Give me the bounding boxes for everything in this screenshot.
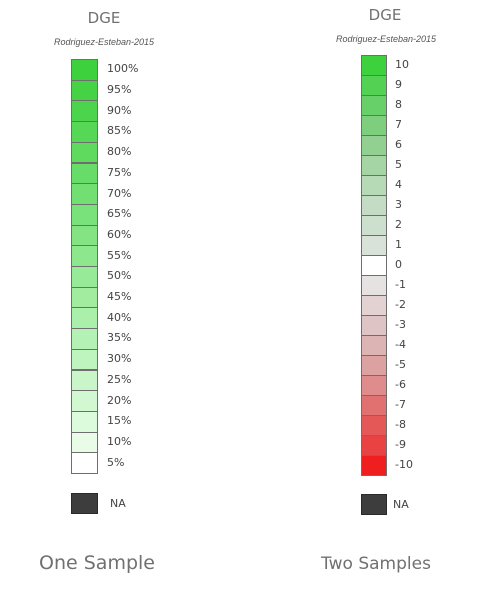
one-sample-swatch — [71, 431, 98, 454]
one-sample-swatch — [71, 410, 98, 433]
two-samples-caption: Two Samples — [321, 554, 431, 574]
one-sample-swatch — [71, 100, 98, 123]
one-sample-na-label: NA — [110, 497, 126, 510]
two-samples-tick-label: 8 — [395, 98, 402, 111]
two-samples-tick-label: -7 — [395, 398, 406, 411]
two-samples-tick-label: -2 — [395, 298, 406, 311]
two-samples-swatch — [361, 355, 387, 376]
two-samples-swatch — [361, 95, 387, 116]
two-samples-swatch — [361, 395, 387, 416]
one-sample-swatch — [71, 348, 98, 371]
one-sample-tick-label: 25% — [107, 372, 132, 386]
two-samples-tick-label: -1 — [395, 278, 406, 291]
one-sample-swatch — [71, 266, 98, 288]
two-samples-swatch — [361, 415, 387, 436]
one-sample-swatch — [71, 203, 98, 226]
two-samples-swatch — [361, 455, 387, 476]
two-samples-tick-label: -10 — [395, 458, 413, 471]
one-sample-tick-label: 15% — [107, 414, 132, 428]
one-sample-swatch — [71, 307, 98, 330]
one-sample-swatch — [71, 79, 98, 102]
one-sample-tick-label: 5% — [107, 455, 125, 469]
two-samples-swatch — [361, 195, 387, 216]
two-samples-swatch — [361, 295, 387, 316]
two-samples-swatch — [361, 315, 387, 336]
one-sample-swatch — [71, 121, 98, 143]
one-sample-swatch — [71, 328, 98, 350]
two-samples-tick-label: 0 — [395, 258, 402, 271]
one-sample-tick-label: 45% — [107, 290, 132, 304]
two-samples-swatch — [361, 175, 387, 196]
one-sample-swatch — [71, 224, 98, 247]
two-samples-swatch — [361, 275, 387, 296]
one-sample-tick-label: 70% — [107, 186, 132, 200]
two-samples-tick-label: -4 — [395, 338, 406, 351]
one-sample-tick-label: 95% — [107, 83, 132, 97]
one-sample-swatch — [71, 183, 98, 205]
two-samples-tick-label: -9 — [395, 438, 406, 451]
one-sample-tick-label: 40% — [107, 310, 132, 324]
one-sample-tick-label: 75% — [107, 165, 132, 179]
two-samples-swatch — [361, 55, 387, 76]
one-sample-tick-label: 85% — [107, 124, 132, 138]
one-sample-tick-label: 10% — [107, 434, 132, 448]
two-samples-tick-label: 7 — [395, 118, 402, 131]
two-samples-swatch — [361, 255, 387, 276]
one-sample-na-swatch — [71, 493, 98, 514]
two-samples-tick-label: -6 — [395, 378, 406, 391]
two-samples-swatch — [361, 435, 387, 456]
two-samples-swatch — [361, 135, 387, 156]
two-samples-swatch — [361, 215, 387, 236]
one-sample-tick-label: 90% — [107, 103, 132, 117]
two-samples-tick-label: 3 — [395, 198, 402, 211]
two-samples-na-swatch — [361, 494, 387, 515]
two-samples-tick-label: -5 — [395, 358, 406, 371]
two-samples-subtitle: Rodriguez-Esteban-2015 — [335, 34, 437, 44]
two-samples-tick-label: 9 — [395, 78, 402, 91]
two-samples-tick-label: 1 — [395, 238, 402, 251]
two-samples-swatch — [361, 115, 387, 136]
one-sample-swatch — [71, 390, 98, 412]
one-sample-subtitle: Rodriguez-Esteban-2015 — [53, 37, 155, 47]
two-samples-swatch — [361, 75, 387, 96]
one-sample-tick-label: 30% — [107, 352, 132, 366]
two-samples-tick-label: 10 — [395, 58, 409, 71]
one-sample-swatch — [71, 162, 98, 185]
one-sample-swatch — [71, 59, 98, 81]
one-sample-swatch — [71, 141, 98, 164]
one-sample-tick-label: 55% — [107, 248, 132, 262]
two-samples-tick-label: 6 — [395, 138, 402, 151]
two-samples-swatch — [361, 375, 387, 396]
two-samples-tick-label: -3 — [395, 318, 406, 331]
two-samples-na-label: NA — [393, 498, 409, 511]
two-samples-swatch — [361, 235, 387, 256]
one-sample-tick-label: 80% — [107, 145, 132, 159]
one-sample-tick-label: 100% — [107, 62, 139, 76]
two-samples-tick-label: -8 — [395, 418, 406, 431]
one-sample-tick-label: 35% — [107, 331, 132, 345]
one-sample-tick-label: 20% — [107, 393, 132, 407]
one-sample-swatch — [71, 245, 98, 267]
one-sample-tick-label: 60% — [107, 227, 132, 241]
two-samples-tick-label: 5 — [395, 158, 402, 171]
one-sample-caption: One Sample — [39, 552, 155, 574]
one-sample-title: DGE — [87, 9, 121, 27]
one-sample-swatch — [71, 452, 98, 474]
two-samples-tick-label: 2 — [395, 218, 402, 231]
two-samples-swatch — [361, 335, 387, 356]
one-sample-swatch — [71, 369, 98, 392]
one-sample-swatch — [71, 286, 98, 309]
two-samples-title: DGE — [368, 6, 402, 24]
two-samples-swatch — [361, 155, 387, 176]
one-sample-tick-label: 65% — [107, 207, 132, 221]
two-samples-tick-label: 4 — [395, 178, 402, 191]
one-sample-tick-label: 50% — [107, 269, 132, 283]
